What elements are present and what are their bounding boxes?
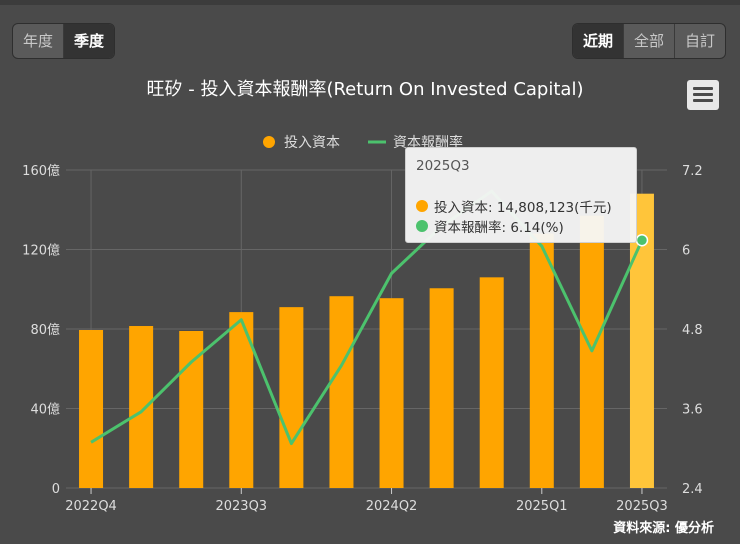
roic-point-2025Q3[interactable]	[635, 233, 649, 247]
range-toggle: 近期 全部 自訂	[572, 23, 727, 59]
chart-title: 旺矽 - 投入資本報酬率(Return On Invested Capital)	[147, 79, 584, 100]
bar-2024Q2[interactable]	[379, 298, 404, 488]
tooltip-row-roic: 資本報酬率: 6.14(%)	[416, 216, 564, 236]
tooltip: 2025Q3 投入資本: 14,808,123(千元) 資本報酬率: 6.14(…	[405, 147, 637, 243]
y-left-tick-label: 0	[52, 482, 60, 497]
bar-2024Q4[interactable]	[479, 277, 504, 488]
period-quarterly-button[interactable]: 季度	[64, 24, 115, 58]
y-left-tick-label: 40億	[30, 402, 60, 418]
period-toggle: 年度 季度	[12, 23, 116, 59]
y-axis-left: 0 40億 80億 120億 160億	[22, 163, 60, 497]
chart-menu-button[interactable]	[687, 80, 719, 110]
range-recent-button[interactable]: 近期	[573, 24, 625, 58]
y-right-tick-label: 4.8	[682, 323, 703, 338]
top-divider	[0, 0, 740, 5]
range-custom-button[interactable]: 自訂	[685, 32, 716, 50]
range-all-button[interactable]: 全部	[624, 24, 676, 58]
roic-line[interactable]	[90, 189, 644, 446]
period-annual-button[interactable]: 年度	[13, 24, 65, 58]
hamburger-menu-icon	[693, 87, 713, 90]
y-right-tick-label: 6	[682, 244, 690, 259]
bar-2024Q3[interactable]	[429, 288, 454, 488]
x-tick-label: 2025Q1	[516, 499, 568, 514]
x-tick-label: 2023Q3	[215, 499, 267, 514]
source-attribution: 資料來源: 優分析	[613, 521, 714, 536]
bar-2023Q4[interactable]	[279, 307, 304, 488]
bar-2023Q1[interactable]	[129, 326, 154, 488]
y-right-tick-label: 3.6	[682, 403, 703, 418]
x-tick-label: 2022Q4	[65, 499, 117, 514]
legend-item-invested-capital[interactable]: 投入資本	[284, 135, 340, 151]
tooltip-bar-dot	[416, 200, 428, 212]
tooltip-title: 2025Q3	[416, 158, 470, 174]
legend-bar-marker	[263, 136, 275, 148]
x-tick-label: 2024Q2	[366, 499, 418, 514]
y-left-tick-label: 120億	[22, 243, 60, 259]
bar-2022Q4[interactable]	[79, 329, 104, 488]
y-right-tick-label: 7.2	[682, 164, 703, 179]
y-left-tick-label: 160億	[22, 163, 60, 179]
tooltip-row-invested-capital: 投入資本: 14,808,123(千元)	[416, 196, 612, 216]
tooltip-invested-capital-text: 投入資本: 14,808,123(千元)	[434, 200, 612, 216]
tooltip-line-dot	[416, 220, 428, 232]
legend: 投入資本 資本報酬率	[263, 134, 463, 151]
bar-2025Q1[interactable]	[529, 233, 554, 488]
line-series	[90, 189, 649, 446]
bar-2024Q1[interactable]	[329, 296, 354, 488]
legend-item-roic[interactable]: 資本報酬率	[393, 134, 463, 151]
x-tick-label: 2025Q3	[616, 499, 668, 514]
y-axis-right: 2.4 3.6 4.8 6 7.2	[682, 164, 703, 497]
y-left-tick-label: 80億	[30, 322, 60, 338]
y-right-tick-label: 2.4	[682, 482, 703, 497]
tooltip-roic-text: 資本報酬率: 6.14(%)	[434, 220, 564, 236]
x-axis: 2022Q4 2023Q3 2024Q2 2025Q1 2025Q3	[65, 488, 668, 514]
bar-series	[79, 193, 654, 489]
